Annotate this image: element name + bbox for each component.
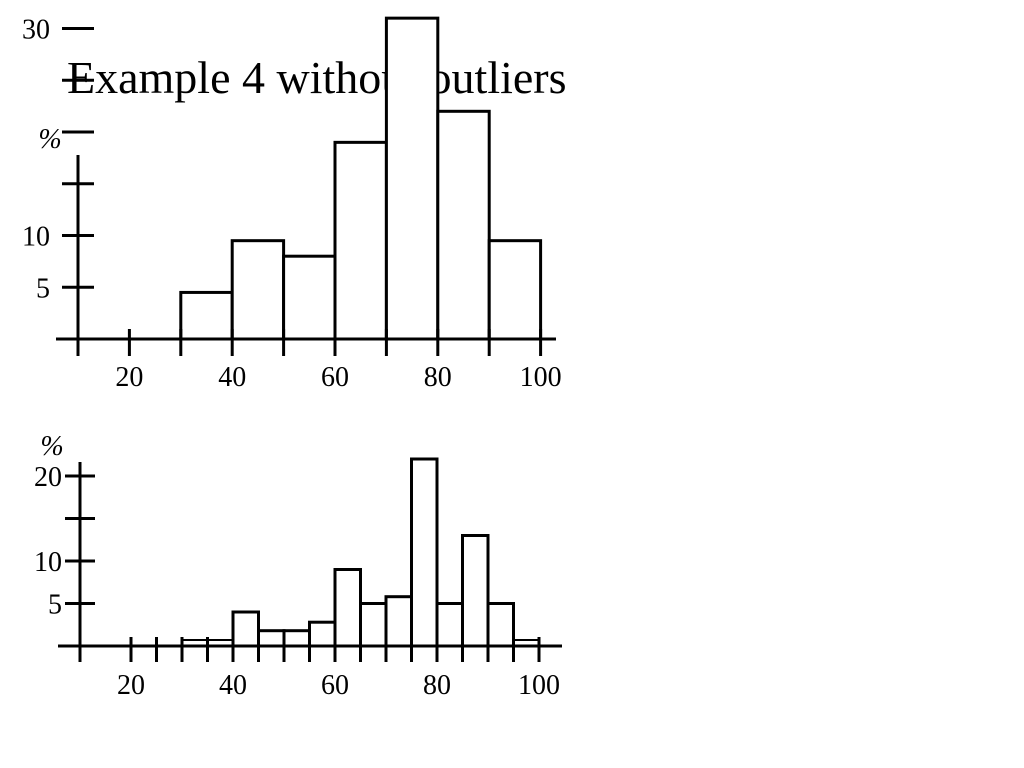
histogram-bar — [486, 602, 515, 648]
histogram-bar — [333, 568, 362, 648]
histogram-bar — [461, 534, 490, 648]
x-tick-label: 100 — [520, 362, 562, 393]
histogram-bar — [487, 239, 543, 341]
x-tick-label: 40 — [218, 362, 246, 393]
histogram-top: 20 40 60 80 100 5 10 30% — [22, 15, 562, 394]
y-tick-label: 10 — [22, 222, 50, 253]
y-axis-label: % — [40, 431, 63, 462]
histogram-bar — [410, 457, 439, 648]
histogram-bar — [359, 602, 388, 648]
histogram-bar — [231, 610, 260, 648]
y-tick-label: 10 — [34, 547, 62, 578]
y-tick-label: 5 — [48, 590, 62, 621]
x-tick-label: 20 — [117, 670, 145, 701]
x-tick-label: 60 — [321, 670, 349, 701]
x-tick-label: 20 — [115, 362, 143, 393]
histogram-bar — [282, 254, 337, 341]
histogram-bar — [435, 602, 464, 648]
page-title: Example 4 without outliers — [67, 52, 567, 103]
histogram-bar — [282, 629, 311, 648]
histogram-bar — [257, 629, 286, 648]
x-tick-label: 40 — [219, 670, 247, 701]
histogram-bar — [333, 140, 388, 341]
x-tick-label: 80 — [424, 362, 452, 393]
histogram-bar — [308, 620, 337, 648]
histogram-bottom: 20 40 60 80 100 5 10 20% — [34, 431, 562, 701]
x-tick-label: 60 — [321, 362, 349, 393]
y-tick-label: 20 — [34, 462, 62, 493]
y-tick-label: 30 — [22, 15, 50, 46]
histogram-bar — [179, 290, 234, 341]
x-tick-label: 80 — [423, 670, 451, 701]
y-axis-label: % — [38, 124, 61, 155]
x-tick-label: 100 — [518, 670, 560, 701]
histogram-bar — [436, 109, 491, 341]
histogram-bar — [230, 239, 286, 341]
y-tick-label: 5 — [36, 273, 50, 304]
histogram-bar — [384, 16, 440, 341]
histogram-bar — [384, 595, 413, 648]
